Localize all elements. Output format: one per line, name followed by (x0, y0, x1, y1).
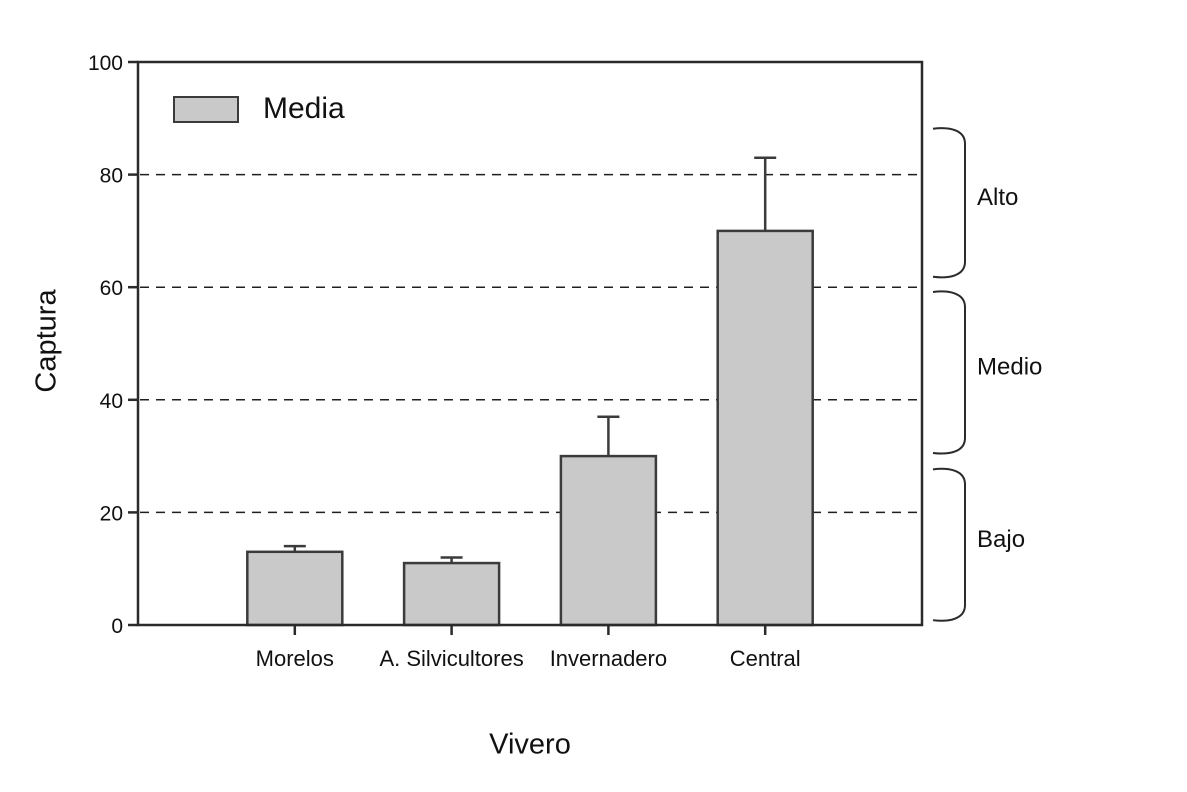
zone-label-Bajo: Bajo (977, 526, 1025, 553)
legend: Media (173, 92, 345, 126)
legend-label: Media (263, 92, 345, 125)
y-tick-label: 40 (100, 390, 123, 413)
legend-swatch-icon (173, 95, 239, 123)
y-tick-label: 20 (100, 502, 123, 525)
x-axis-title: Vivero (489, 728, 571, 761)
bar-Central (716, 229, 814, 627)
brace-Bajo (932, 467, 966, 622)
y-tick-label: 80 (100, 165, 123, 188)
bar-A. Silvicultores (402, 561, 501, 627)
category-label: Invernadero (550, 646, 667, 671)
y-tick-label: 60 (100, 277, 123, 300)
category-label: Central (730, 646, 801, 671)
category-label: A. Silvicultores (379, 646, 523, 671)
category-label: Morelos (256, 646, 334, 671)
bar-Invernadero (559, 454, 658, 627)
zone-label-Medio: Medio (977, 353, 1042, 380)
y-tick-label: 100 (88, 52, 123, 75)
bar-Morelos (246, 550, 344, 627)
plot-border (136, 60, 924, 627)
y-axis-title: Captura (30, 289, 63, 393)
brace-Alto (932, 127, 966, 279)
y-tick-label: 0 (111, 615, 123, 638)
zone-label-Alto: Alto (977, 184, 1018, 211)
brace-Medio (932, 290, 966, 455)
